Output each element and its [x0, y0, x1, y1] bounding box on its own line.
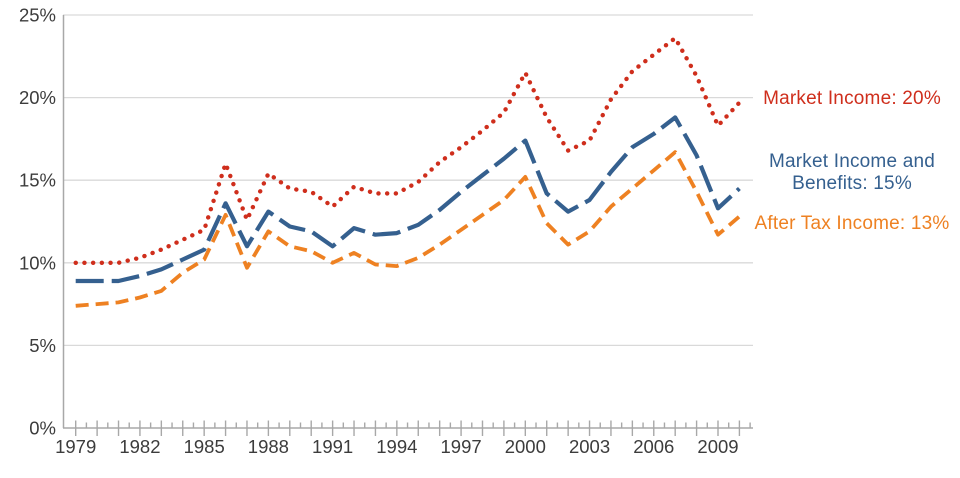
x-axis-label-1988: 1988: [248, 436, 289, 457]
y-axis-label-5: 5%: [29, 335, 56, 356]
x-axis-label-1997: 1997: [441, 436, 482, 457]
y-axis-label-10: 10%: [19, 252, 56, 273]
x-axis-label-1994: 1994: [376, 436, 417, 457]
x-axis-label-1991: 1991: [312, 436, 353, 457]
y-axis-label-25: 25%: [19, 5, 56, 26]
y-axis-label-15: 15%: [19, 170, 56, 191]
x-axis-label-2006: 2006: [633, 436, 674, 457]
x-axis-label-1982: 1982: [119, 436, 160, 457]
y-axis-label-20: 20%: [19, 87, 56, 108]
x-axis-label-1985: 1985: [184, 436, 225, 457]
x-axis-label-2003: 2003: [569, 436, 610, 457]
x-axis-label-2000: 2000: [505, 436, 546, 457]
series-line-market-income-and-benefits: [75, 115, 741, 284]
series-line-after-tax-income: [75, 150, 741, 308]
series-line-market-income: [73, 35, 742, 265]
x-axis-label-2009: 2009: [697, 436, 738, 457]
x-axis-label-1979: 1979: [55, 436, 96, 457]
y-axis-label-0: 0%: [29, 418, 56, 439]
